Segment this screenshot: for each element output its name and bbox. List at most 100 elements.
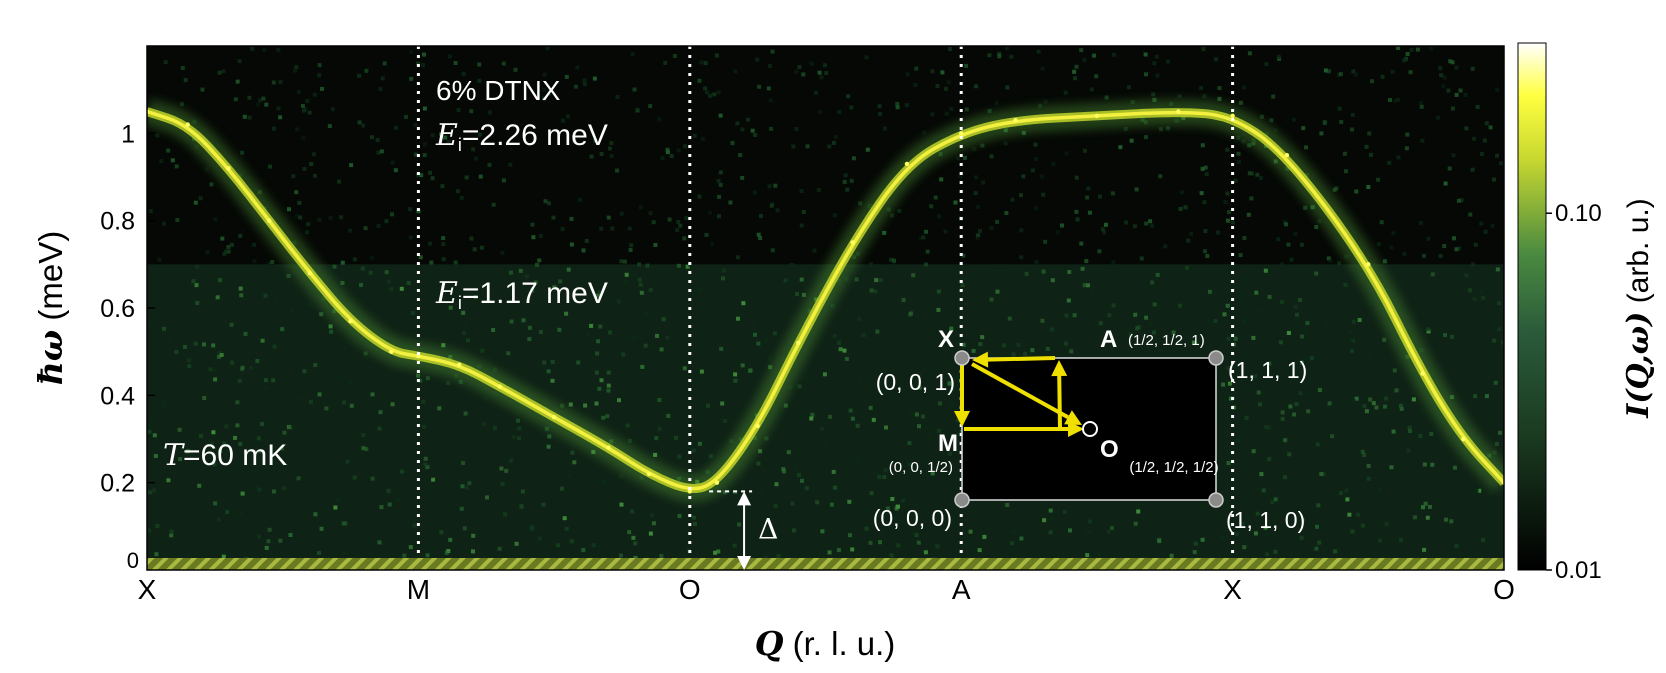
noise-pixel (1418, 434, 1423, 439)
noise-pixel (1436, 115, 1441, 120)
noise-pixel (257, 449, 262, 454)
noise-pixel (498, 509, 503, 514)
noise-pixel (1079, 241, 1084, 246)
noise-pixel (376, 150, 381, 155)
noise-pixel (230, 362, 235, 367)
noise-pixel (1253, 374, 1257, 379)
noise-pixel (733, 372, 738, 377)
noise-pixel (1484, 121, 1489, 126)
noise-pixel (598, 324, 603, 329)
noise-pixel (1069, 349, 1074, 354)
noise-pixel (362, 356, 367, 361)
noise-pixel (1498, 161, 1503, 166)
noise-pixel (1016, 342, 1021, 347)
noise-pixel (1034, 157, 1038, 161)
noise-pixel (639, 290, 644, 295)
noise-pixel (768, 365, 773, 370)
noise-pixel (869, 491, 874, 496)
noise-pixel (1155, 272, 1160, 277)
noise-pixel (153, 454, 158, 458)
noise-pixel (348, 380, 353, 385)
noise-pixel (288, 425, 293, 430)
noise-pixel (406, 281, 411, 285)
noise-pixel (464, 175, 469, 180)
dispersion-point (1176, 109, 1181, 114)
noise-pixel (1464, 273, 1469, 278)
noise-pixel (1129, 138, 1134, 143)
noise-pixel (340, 260, 345, 265)
noise-pixel (655, 333, 659, 338)
noise-pixel (533, 280, 538, 285)
noise-pixel (1085, 195, 1090, 200)
noise-pixel (478, 174, 483, 179)
noise-pixel (596, 339, 601, 344)
noise-pixel (961, 342, 966, 347)
noise-pixel (408, 235, 413, 240)
noise-pixel (1028, 283, 1033, 288)
noise-pixel (917, 489, 922, 494)
noise-pixel (254, 484, 259, 489)
noise-pixel (740, 175, 745, 180)
noise-pixel (1457, 246, 1462, 251)
noise-pixel (1399, 406, 1404, 411)
noise-pixel (1202, 200, 1207, 205)
noise-pixel (1050, 278, 1055, 283)
noise-pixel (307, 302, 312, 307)
noise-pixel (319, 526, 324, 531)
noise-pixel (382, 61, 387, 66)
noise-pixel (810, 412, 815, 417)
noise-pixel (625, 423, 630, 428)
noise-pixel (753, 133, 758, 137)
noise-pixel (271, 489, 276, 494)
noise-pixel (938, 401, 942, 406)
noise-pixel (527, 325, 532, 330)
noise-pixel (767, 356, 772, 361)
noise-pixel (1215, 230, 1220, 235)
x-tick-label: O (679, 574, 701, 605)
noise-pixel (499, 466, 504, 471)
noise-pixel (1347, 512, 1352, 517)
noise-pixel (801, 210, 806, 214)
noise-pixel (627, 439, 632, 443)
noise-pixel (1134, 187, 1139, 192)
y-tick-label: 0 (127, 548, 139, 573)
noise-pixel (1084, 259, 1089, 264)
noise-pixel (974, 175, 978, 180)
noise-pixel (1265, 532, 1270, 537)
noise-pixel (423, 142, 427, 147)
noise-pixel (1350, 127, 1354, 132)
noise-pixel (529, 524, 534, 529)
noise-pixel (773, 503, 778, 508)
noise-pixel (995, 219, 1000, 224)
noise-pixel (635, 107, 640, 112)
noise-pixel (472, 247, 477, 252)
noise-pixel (1443, 181, 1448, 186)
noise-pixel (572, 138, 577, 143)
noise-pixel (462, 526, 467, 531)
noise-pixel (927, 437, 932, 441)
noise-pixel (1303, 327, 1308, 332)
sample-label: 6% DTNX (436, 75, 561, 106)
x-axis-symbol: Q (755, 624, 784, 663)
noise-pixel (850, 416, 855, 421)
noise-pixel (174, 164, 179, 169)
noise-pixel (264, 545, 269, 550)
noise-pixel (537, 536, 542, 541)
noise-pixel (271, 80, 276, 85)
dispersion-point (606, 445, 611, 450)
noise-pixel (1264, 62, 1269, 67)
noise-pixel (794, 126, 799, 131)
noise-pixel (1143, 52, 1148, 57)
noise-pixel (1193, 541, 1198, 546)
noise-pixel (1129, 516, 1134, 521)
noise-pixel (581, 548, 586, 553)
noise-pixel (213, 501, 218, 506)
noise-pixel (1222, 498, 1227, 503)
noise-pixel (180, 66, 185, 70)
noise-pixel (936, 307, 941, 312)
noise-pixel (829, 502, 834, 507)
noise-pixel (1338, 72, 1343, 77)
noise-pixel (569, 216, 574, 221)
noise-pixel (538, 234, 543, 239)
noise-pixel (1473, 394, 1478, 399)
